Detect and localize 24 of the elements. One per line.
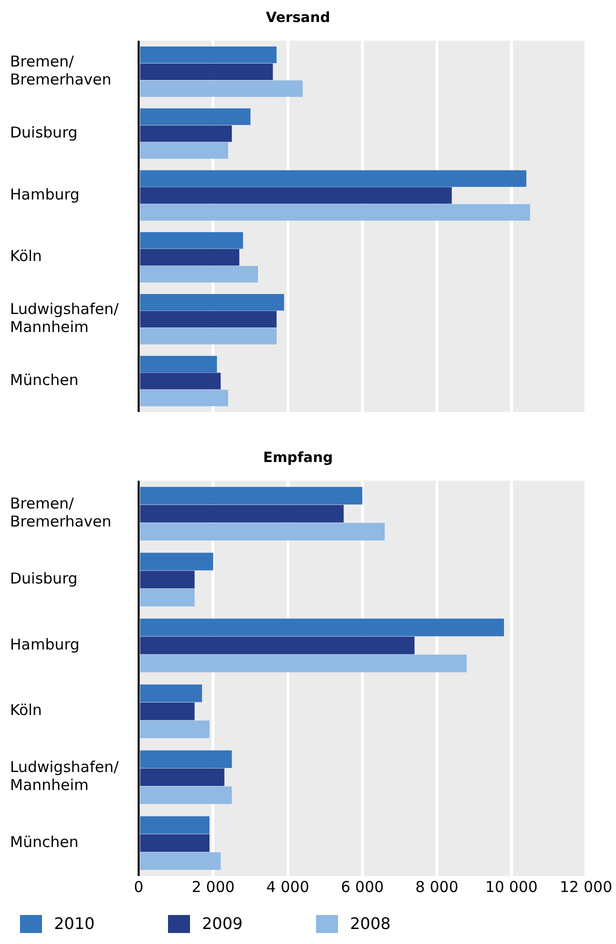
- y-tick-label: München: [10, 832, 78, 851]
- y-tick-label: Ludwigshafen/Mannheim: [10, 300, 120, 336]
- y-tick-label: Hamburg: [10, 635, 80, 654]
- x-tick-label: 8 000: [415, 878, 458, 896]
- y-tick-label: Bremen/Bremerhaven: [10, 52, 112, 89]
- legend-label: 2009: [202, 914, 243, 933]
- chart-title: Versand: [266, 10, 330, 26]
- x-tick-label: 10 000: [485, 878, 538, 896]
- y-tick-label: München: [10, 370, 78, 389]
- legend-label: 2008: [350, 914, 391, 933]
- y-tick-label: Köln: [10, 247, 42, 266]
- y-tick-label: Duisburg: [10, 569, 78, 588]
- x-tick-label: 6 000: [340, 878, 384, 896]
- chart-title: Empfang: [263, 450, 333, 466]
- x-tick-label: 4 000: [266, 878, 310, 896]
- y-tick-label: Ludwigshafen/Mannheim: [10, 758, 120, 794]
- y-tick-label: Köln: [10, 701, 42, 720]
- x-tick-label: 2 000: [192, 878, 235, 896]
- y-tick-label: Bremen/Bremerhaven: [10, 494, 112, 531]
- y-tick-label: Hamburg: [10, 185, 80, 204]
- x-tick-label: 12 000: [560, 878, 612, 896]
- x-tick-label: 0: [134, 878, 144, 896]
- y-tick-label: Duisburg: [10, 123, 78, 142]
- legend-label: 2010: [54, 914, 95, 933]
